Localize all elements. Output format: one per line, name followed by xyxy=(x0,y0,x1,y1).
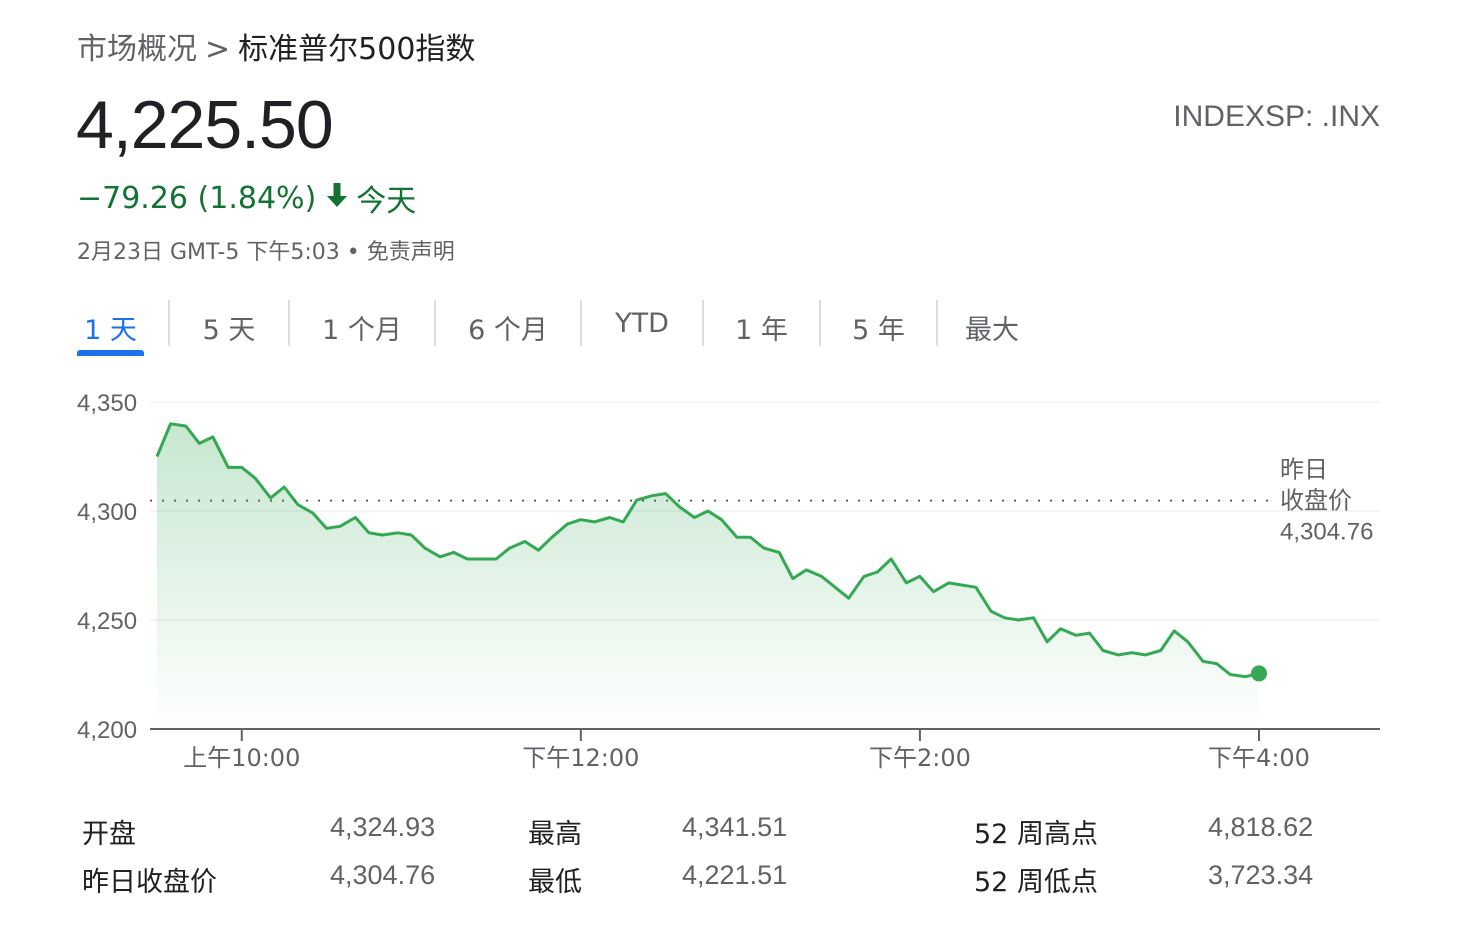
dot-separator: • xyxy=(346,240,360,265)
tab-divider xyxy=(936,300,938,346)
breadcrumb-separator: > xyxy=(205,32,231,67)
tab-6-months[interactable]: 6 个月 xyxy=(468,315,548,346)
tab-5-days[interactable]: 5 天 xyxy=(202,315,256,346)
x-tick-label: 下午2:00 xyxy=(869,744,971,772)
stat-label-prev-close: 昨日收盘价 xyxy=(82,867,217,898)
previous-close-label: 昨日 xyxy=(1280,456,1328,484)
ticker-symbol: INDEXSP: .INX xyxy=(1173,100,1380,133)
y-tick-label: 4,250 xyxy=(77,608,137,635)
stat-value-high: 4,341.51 xyxy=(682,812,788,842)
breadcrumb-market-overview[interactable]: 市场概况 xyxy=(77,32,197,67)
previous-close-value: 4,304.76 xyxy=(1280,519,1373,546)
previous-close-label: 收盘价 xyxy=(1280,487,1352,515)
tab-1-day[interactable]: 1 天 xyxy=(77,300,144,356)
breadcrumb-current: 标准普尔500指数 xyxy=(238,32,476,67)
tab-max[interactable]: 最大 xyxy=(965,315,1019,346)
x-tick-label: 下午12:00 xyxy=(522,744,639,772)
stat-label-low: 最低 xyxy=(528,867,582,898)
price-area-fill xyxy=(157,423,1259,729)
y-tick-label: 4,300 xyxy=(77,499,137,526)
range-tabs: 1 天 5 天 1 个月 6 个月 YTD 1 年 5 年 最大 xyxy=(77,300,1022,356)
tab-divider xyxy=(434,300,436,346)
arrow-down-icon xyxy=(326,181,348,216)
y-tick-label: 4,200 xyxy=(77,717,137,744)
stat-label-open: 开盘 xyxy=(82,819,136,850)
tab-5-years[interactable]: 5 年 xyxy=(852,315,905,346)
change-period: 今天 xyxy=(356,184,417,219)
price-line xyxy=(155,422,1260,679)
stat-value-low: 4,221.51 xyxy=(682,860,788,890)
tab-1-month[interactable]: 1 个月 xyxy=(322,315,402,346)
tab-divider xyxy=(168,300,170,346)
stat-value-52w-high: 4,818.62 xyxy=(1208,812,1314,842)
tab-divider xyxy=(702,300,704,346)
stat-label-high: 最高 xyxy=(528,819,582,850)
timestamp: 2月23日 GMT-5 下午5:03 xyxy=(77,240,340,265)
breadcrumb: 市场概况 > 标准普尔500指数 xyxy=(77,24,475,68)
stat-label-52w-low: 52 周低点 xyxy=(974,867,1098,898)
index-price: 4,225.50 xyxy=(76,87,334,163)
stat-value-open: 4,324.93 xyxy=(330,812,436,842)
y-tick-label: 4,350 xyxy=(77,390,137,417)
stat-value-prev-close: 4,304.76 xyxy=(330,860,436,890)
change-value: −79.26 (1.84%) xyxy=(77,180,317,216)
price-chart[interactable]: 4,350 4,300 4,250 4,200 上午10:00 下午12:00 下午2:00… xyxy=(0,370,1465,790)
stat-value-52w-low: 3,723.34 xyxy=(1208,860,1314,890)
tab-ytd[interactable]: YTD xyxy=(615,308,669,339)
disclaimer-link[interactable]: 免责声明 xyxy=(366,240,455,265)
stat-label-52w-high: 52 周高点 xyxy=(974,819,1098,850)
tab-divider xyxy=(580,300,582,346)
tab-divider xyxy=(819,300,821,346)
tab-divider xyxy=(288,300,290,346)
timestamp-line: 2月23日 GMT-5 下午5:03 • 免责声明 xyxy=(77,234,455,266)
last-price-marker xyxy=(1251,665,1267,682)
x-tick-label: 下午4:00 xyxy=(1208,744,1310,772)
price-change: −79.26 (1.84%) 今天 xyxy=(77,176,416,220)
x-tick-label: 上午10:00 xyxy=(183,744,300,772)
tab-1-year[interactable]: 1 年 xyxy=(735,315,788,346)
